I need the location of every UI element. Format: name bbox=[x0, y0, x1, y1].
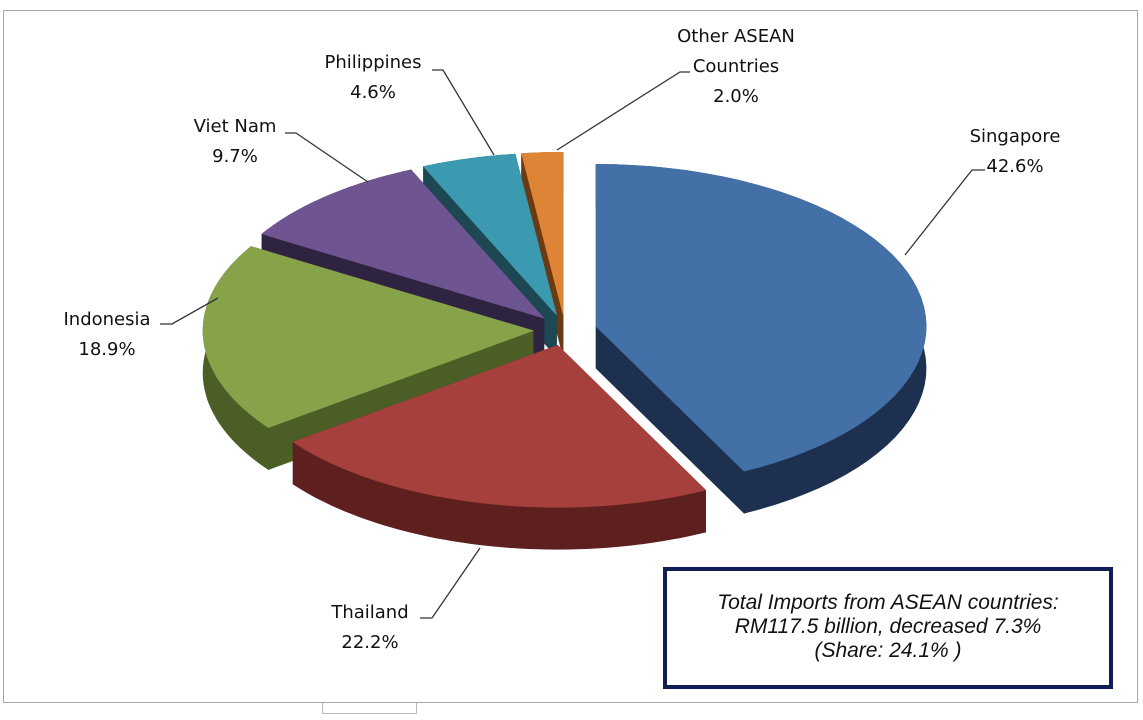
label-name: Philippines bbox=[324, 52, 422, 73]
annotation-box: Total Imports from ASEAN countries: RM11… bbox=[663, 567, 1113, 689]
label-name: Singapore bbox=[969, 126, 1061, 147]
label-value: 42.6% bbox=[986, 156, 1044, 177]
label-value: 9.7% bbox=[212, 146, 258, 167]
label-name-line2: Countries bbox=[692, 56, 780, 77]
annotation-line: (Share: 24.1% ) bbox=[814, 639, 962, 662]
leader-line-philippines bbox=[432, 69, 495, 156]
slice-top-other-asean-countries bbox=[521, 152, 564, 315]
sheet-tab bbox=[322, 703, 417, 714]
label-name: Viet Nam bbox=[193, 116, 277, 137]
label-value: 2.0% bbox=[713, 86, 759, 107]
leader-line-thailand bbox=[420, 547, 481, 619]
annotation-line: Total Imports from ASEAN countries: bbox=[717, 591, 1059, 614]
data-label-philippines: Philippines 4.6% bbox=[325, 48, 422, 108]
label-name: Other ASEAN bbox=[677, 26, 795, 47]
leader-line-singapore bbox=[904, 169, 985, 256]
slice-top-indonesia bbox=[202, 246, 534, 428]
pie-slice-thailand bbox=[292, 344, 707, 550]
label-value: 22.2% bbox=[341, 632, 399, 653]
leader-line-indonesia bbox=[160, 297, 219, 325]
data-label-indonesia: Indonesia 18.9% bbox=[63, 305, 150, 365]
slice-top-viet-nam bbox=[261, 169, 545, 319]
slice-top-philippines bbox=[422, 153, 557, 316]
pie-slice-viet-nam bbox=[261, 169, 545, 361]
data-label-other-asean: Other ASEAN Countries 2.0% bbox=[677, 22, 795, 112]
label-name: Thailand bbox=[331, 602, 409, 623]
leader-line-viet-nam bbox=[285, 132, 369, 183]
slice-top-thailand bbox=[292, 344, 707, 508]
label-value: 4.6% bbox=[350, 82, 396, 103]
chart-frame bbox=[3, 10, 1138, 703]
label-value: 18.9% bbox=[78, 339, 136, 360]
leader-line-other bbox=[556, 71, 690, 151]
data-label-singapore: Singapore 42.6% bbox=[970, 122, 1061, 182]
label-name: Indonesia bbox=[63, 309, 151, 330]
pie-slice-indonesia bbox=[202, 245, 534, 471]
annotation-line: RM117.5 billion, decreased 7.3% bbox=[734, 615, 1042, 638]
pie-slice-singapore bbox=[595, 164, 927, 514]
data-label-thailand: Thailand 22.2% bbox=[331, 598, 408, 658]
data-label-viet-nam: Viet Nam 9.7% bbox=[194, 112, 277, 172]
slice-top-singapore bbox=[595, 164, 927, 472]
